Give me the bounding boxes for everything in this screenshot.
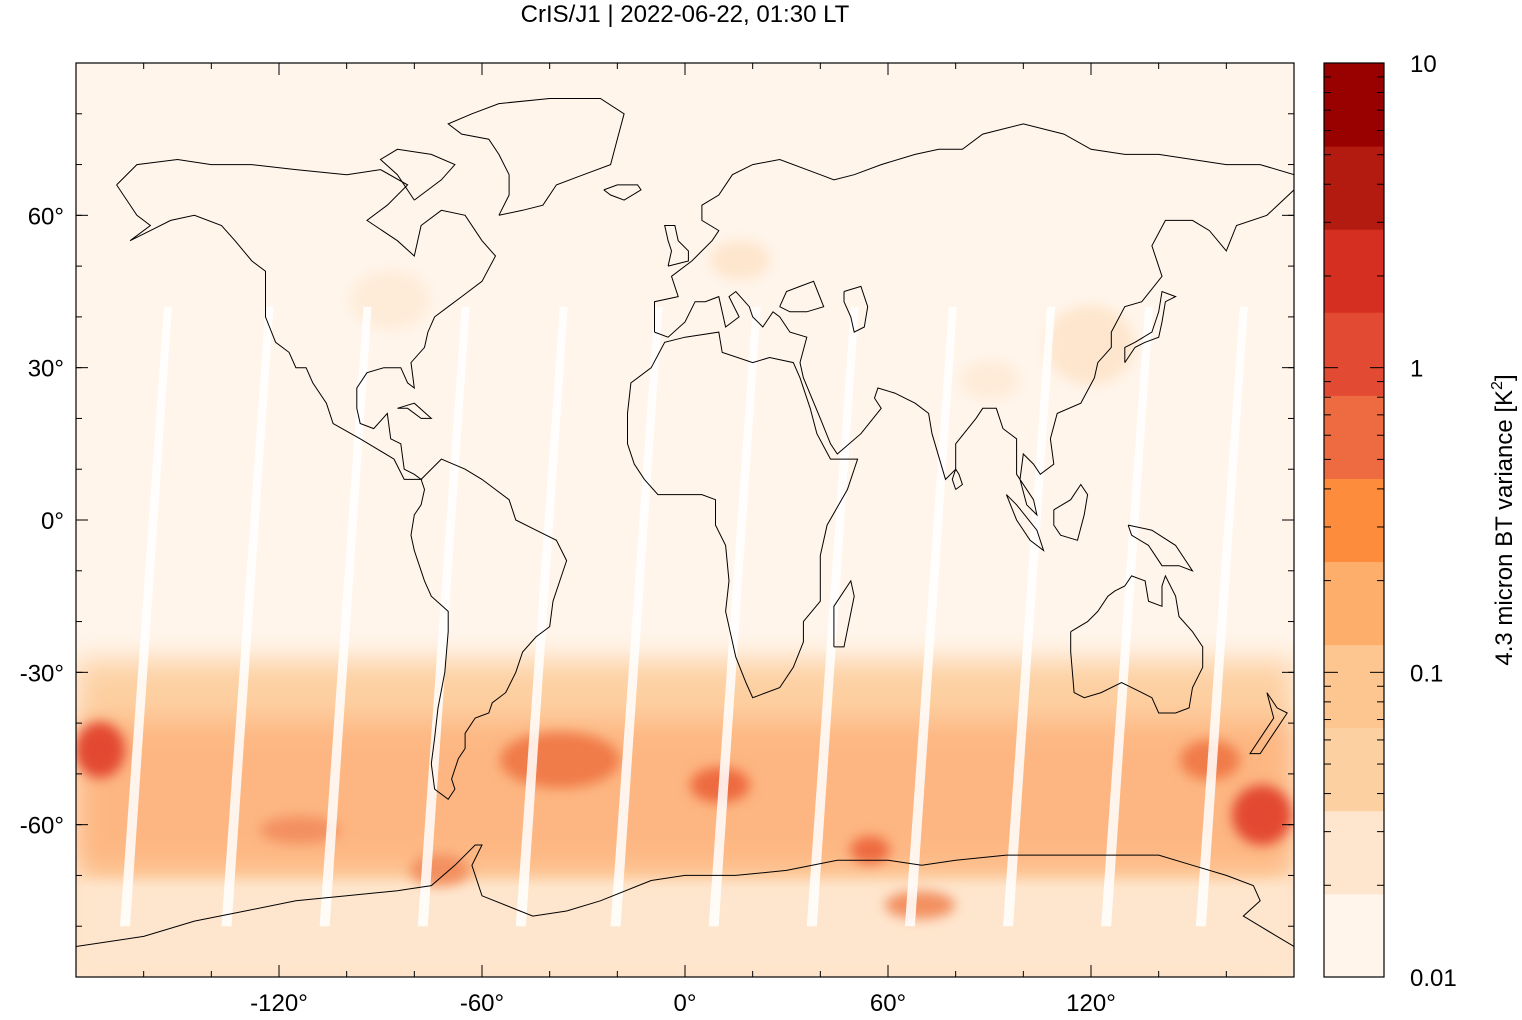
colorbar-level [1324,312,1384,396]
field-patch [350,270,430,330]
orbit-gap [1101,306,1154,927]
colorbar-level [1324,810,1384,895]
coastlines [76,98,1294,947]
field-band-polar [76,880,1294,977]
field-patch [710,240,770,280]
coast-sumatra [1005,494,1045,552]
colorbar-level [1324,561,1384,646]
coast-japan [1124,290,1177,363]
y-tick-label: 0° [41,508,64,535]
coast-greenland [447,98,625,216]
coast-black-sea [779,280,825,313]
colorbar-title-superscript: 2 [1489,381,1506,390]
coast-south-america [410,458,568,801]
orbit-gap [319,306,372,927]
orbit-gap [610,306,663,927]
field-hotspot [850,836,890,864]
field-hotspot [260,816,340,844]
colorbar-level [1324,146,1384,230]
orbit-gap [1003,306,1056,927]
colorbar [1323,62,1385,978]
colorbar-tick-label: 1 [1410,356,1423,383]
colorbar-title: 4.3 micron BT variance [K2] [1489,374,1518,665]
coast-new-zealand [1249,692,1288,755]
colorbar-tick-label: 0.01 [1410,965,1457,992]
y-tick-label: -60° [20,813,64,840]
colorbar-level [1324,229,1384,313]
coast-borneo [1053,483,1089,541]
x-tick-label: 60° [870,990,906,1017]
coast-iceland [603,184,642,201]
coast-eurasia [654,123,1294,517]
map-title: CrIS/J1 | 2022-06-22, 01:30 LT [520,1,850,28]
colorbar-title-end: ] [1491,374,1518,381]
y-tick-label: -30° [20,660,64,687]
y-tick-label: 30° [28,356,64,383]
colorbar-level [1324,63,1384,147]
orbit-gap [904,306,957,927]
orbit-gaps [119,306,1248,927]
coast-australia [1070,574,1204,714]
coast-new-guinea [1127,524,1194,572]
field-patch [960,360,1020,400]
field-hotspot [500,732,620,788]
coast-uk [664,225,689,267]
coast-sri-lanka [951,468,963,490]
colorbar-tick-label: 0.1 [1410,660,1443,687]
colorbar-level [1324,893,1384,978]
orbit-gap [417,306,470,927]
coast-madagascar [833,579,855,648]
field-hotspot [885,891,955,919]
coast-caspian [843,285,869,333]
orbit-gap [806,306,859,927]
orbit-gap [1195,306,1248,927]
y-tick-label: 60° [28,203,64,230]
orbit-gap [515,306,568,927]
colorbar-level [1324,478,1384,563]
colorbar-title-main: 4.3 micron BT variance [K [1491,390,1518,666]
field-hotspot [76,722,125,778]
x-tick-label: -120° [250,990,308,1017]
coast-north-america [116,158,497,480]
map-tick-labels: -120° -60° 0° 60° 120° 60° 30° 0° -30° -60° [20,203,1116,1017]
colorbar-tick-label: 10 [1410,51,1437,78]
colorbar-level [1324,727,1384,812]
variance-field [76,240,1294,977]
coast-africa [627,331,859,699]
colorbar-level [1324,395,1384,479]
colorbar-tick-labels: 10 1 0.1 0.01 [1410,51,1457,992]
coast-cuba [397,402,433,419]
coast-baffin [379,148,456,201]
colorbar-ticks [1324,62,1384,978]
orbit-gap [119,306,172,927]
map-ticks [75,63,1295,977]
orbit-gap [221,306,274,927]
x-tick-label: -60° [460,990,504,1017]
colorbar-frame [1323,62,1385,978]
coast-antarctica [76,844,1294,947]
field-patch [1045,305,1135,385]
orbit-gap [708,306,761,927]
x-tick-label: 120° [1066,990,1116,1017]
field-hotspot [1232,785,1292,845]
x-tick-label: 0° [674,990,697,1017]
field-band-storm-track [76,720,1294,870]
colorbar-level [1324,644,1384,729]
